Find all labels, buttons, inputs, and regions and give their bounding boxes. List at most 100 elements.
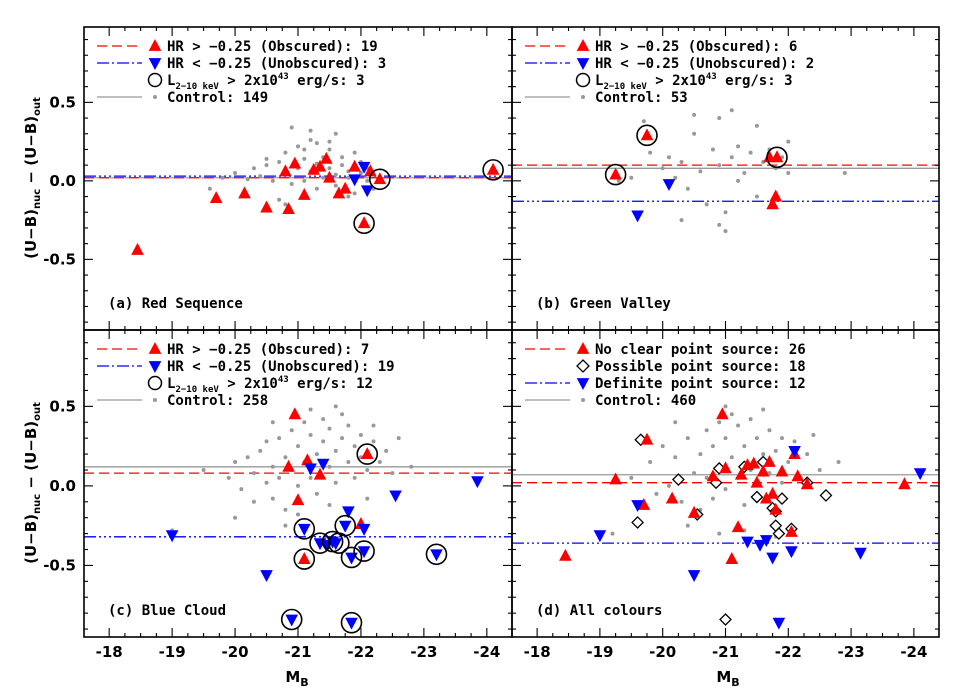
unobscured-triangle	[471, 476, 484, 489]
unobscured-triangle	[297, 523, 311, 536]
control-point	[754, 436, 759, 441]
control-point	[792, 439, 797, 444]
panel-b: (b) Green Valley HR > −0.25 (Obscured): 6…	[511, 26, 940, 331]
control-point	[327, 502, 332, 507]
control-point	[207, 186, 212, 191]
control-point	[692, 471, 697, 476]
x-axis-label-right: MB	[716, 668, 739, 689]
legend-text: L2−10 keV > 2x1043 erg/s: 3	[167, 72, 365, 92]
obscured-triangle	[279, 164, 292, 177]
control-point	[692, 131, 697, 136]
obscured-triangle	[338, 181, 352, 194]
control-point	[673, 455, 678, 460]
legend-text: Possible point source: 18	[595, 359, 806, 375]
unobscured-triangle	[348, 174, 361, 187]
control-point	[251, 499, 256, 504]
legend-text: HR < −0.25 (Unobscured): 19	[167, 359, 395, 375]
obscured-triangle	[313, 159, 327, 172]
control-point	[258, 448, 263, 453]
control-point	[333, 448, 338, 453]
high-luminosity-circle	[340, 611, 363, 634]
legend-text: HR > −0.25 (Obscured): 7	[167, 342, 369, 358]
x-tick-label: -20	[222, 643, 249, 661]
legend-marker	[153, 398, 157, 402]
control-point	[277, 197, 282, 202]
control-point	[283, 523, 288, 528]
unobscured-triangle	[357, 161, 371, 174]
obscured-triangle	[769, 502, 783, 515]
possible-point-source-marker	[772, 527, 786, 541]
unobscured-triangle	[285, 614, 299, 627]
control-point	[327, 464, 332, 469]
x-tick-label: -23	[410, 643, 437, 661]
control-point	[660, 166, 665, 171]
control-point	[352, 475, 357, 480]
control-point	[409, 464, 414, 469]
control-point	[748, 150, 753, 155]
obscured-triangle	[301, 453, 314, 466]
obscured-triangle	[282, 202, 295, 215]
control-point	[679, 160, 684, 165]
unobscured-triangle	[662, 179, 676, 191]
control-point	[616, 178, 621, 183]
legend-text: HR > −0.25 (Obscured): 19	[167, 39, 378, 55]
unobscured-triangle	[593, 530, 607, 543]
unobscured-triangle	[854, 547, 867, 560]
control-point	[251, 166, 256, 171]
control-point	[761, 452, 766, 457]
control-point	[767, 471, 772, 476]
high-luminosity-circle	[425, 543, 448, 566]
control-point	[327, 139, 332, 144]
control-point	[251, 471, 256, 476]
unobscured-triangle	[304, 463, 317, 476]
control-point	[365, 178, 370, 183]
possible-point-source-marker	[750, 490, 764, 504]
obscured-triangle	[332, 186, 346, 199]
control-point	[346, 460, 351, 465]
high-luminosity-circle	[766, 146, 788, 169]
control-point	[308, 475, 313, 480]
y-tick-label: 0.0	[49, 477, 76, 495]
x-tick-label: -21	[712, 643, 739, 661]
obscured-triangle	[307, 162, 321, 175]
control-point	[723, 487, 728, 492]
control-point	[679, 499, 684, 504]
control-point	[321, 417, 326, 422]
control-point	[629, 475, 634, 480]
x-tick-label: -19	[586, 643, 613, 661]
legend-marker	[576, 378, 590, 390]
control-point	[723, 436, 728, 441]
high-luminosity-circle	[482, 159, 504, 181]
legend-text: L2−10 keV > 2x1043 erg/s: 3	[595, 72, 793, 92]
legend-marker	[575, 72, 591, 88]
control-point	[673, 420, 678, 425]
control-point	[736, 178, 741, 183]
x-tick-label: -21	[284, 643, 311, 661]
control-point	[352, 191, 357, 196]
unobscured-triangle	[785, 546, 798, 559]
control-point	[377, 460, 382, 465]
legend-text: Control: 460	[595, 393, 696, 409]
obscured-triangle	[288, 156, 302, 169]
control-point	[805, 452, 810, 457]
obscured-triangle	[360, 447, 374, 459]
high-luminosity-circle	[353, 212, 375, 235]
control-point	[836, 460, 841, 465]
control-point	[302, 147, 307, 152]
obscured-triangle	[609, 167, 622, 180]
x-tick-label: -20	[649, 643, 676, 661]
control-point	[704, 475, 709, 480]
control-point	[302, 156, 307, 161]
y-tick-label: -0.5	[43, 250, 76, 268]
high-luminosity-circle	[353, 540, 375, 562]
control-point	[767, 428, 772, 433]
control-point	[296, 444, 300, 449]
control-point	[717, 222, 722, 227]
obscured-triangle	[763, 455, 776, 467]
unobscured-triangle	[430, 549, 443, 562]
control-point	[704, 202, 709, 207]
control-point	[710, 496, 715, 501]
legend-marker	[148, 58, 162, 70]
high-luminosity-circle	[309, 532, 331, 554]
x-tick-label: -24	[900, 643, 927, 661]
